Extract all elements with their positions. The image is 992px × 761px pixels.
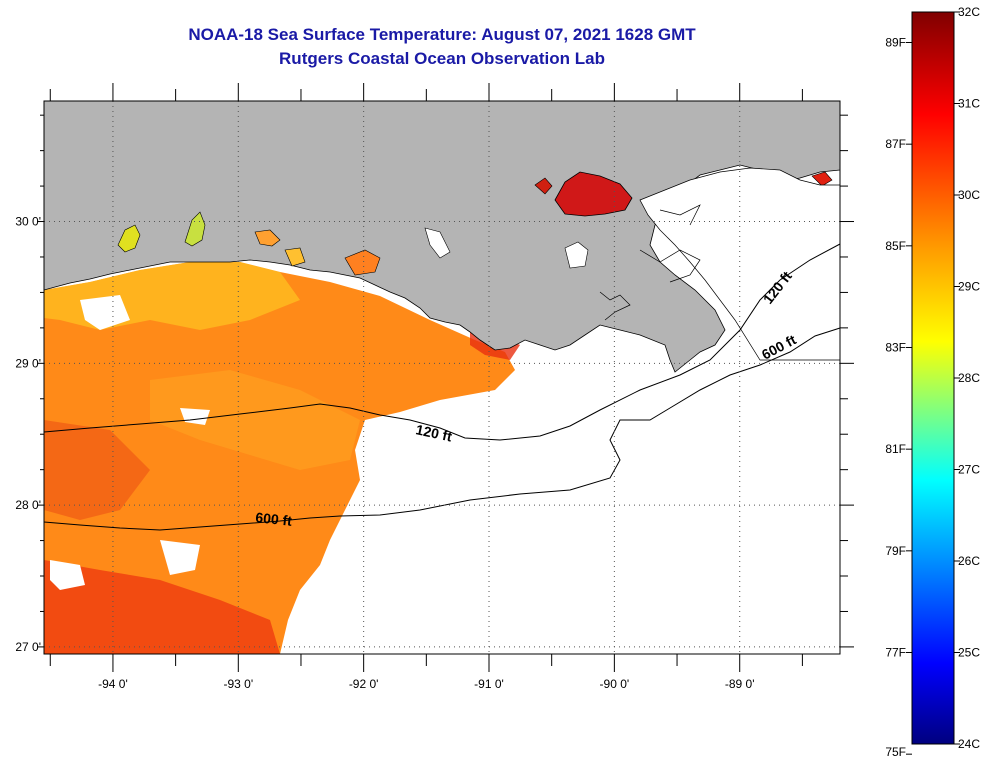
lat-label: 29 0': [15, 356, 41, 370]
cloud-gap: [80, 295, 130, 330]
colorbar-label-c: 28C: [958, 371, 980, 385]
lon-label: -91 0': [474, 677, 504, 691]
lake-inland-2: [254, 229, 281, 247]
cloud-gap: [180, 408, 210, 425]
delta-marsh-fringe: [599, 204, 701, 321]
contour-120ft: [43, 243, 841, 441]
axis-ticks: [37, 83, 854, 672]
contour-600ft: [43, 327, 841, 531]
graticule: [44, 101, 840, 654]
longitude-labels: -94 0' -93 0' -92 0' -91 0' -90 0' -89 0': [98, 677, 754, 691]
colorbar-label-f: 79F: [885, 544, 906, 558]
lon-label: -89 0': [725, 677, 755, 691]
lake-ms-coast: [811, 171, 833, 187]
chandeleur-sound: [639, 167, 840, 361]
colorbar-label-c: 29C: [958, 280, 980, 294]
sst-field-hot-south: [44, 560, 280, 654]
lake-inland-1: [184, 211, 206, 247]
colorbar-label-f: 89F: [885, 36, 906, 50]
colorbar-label-c: 27C: [958, 463, 980, 477]
colorbar-label-f: 75F: [885, 745, 906, 759]
colorbar-label-f: 81F: [885, 442, 906, 456]
lake-calcasieu: [117, 224, 141, 253]
lake-inland-3: [284, 247, 306, 267]
lat-label: 27 0': [15, 640, 41, 654]
colorbar-label-f: 83F: [885, 341, 906, 355]
latitude-labels: 30 0' 29 0' 28 0' 27 0': [15, 215, 41, 654]
lake-pontchartrain: [554, 171, 633, 217]
sst-field-hot-west: [44, 420, 150, 520]
colorbar: [911, 11, 955, 745]
lat-label: 30 0': [15, 215, 41, 229]
lake-inland-6: [564, 241, 589, 269]
sst-field-mid: [150, 370, 360, 470]
colorbar-label-c: 25C: [958, 646, 980, 660]
colorbar-label-c: 31C: [958, 97, 980, 111]
colorbar-fahrenheit-labels: 89F 87F 85F 83F 81F 79F 77F 75F: [885, 36, 912, 759]
lon-label: -94 0': [98, 677, 128, 691]
contour-label-600ft-west: 600 ft: [255, 509, 293, 529]
lat-label: 28 0': [15, 498, 41, 512]
lon-label: -93 0': [223, 677, 253, 691]
colorbar-label-c: 26C: [958, 554, 980, 568]
colorbar-label-f: 77F: [885, 646, 906, 660]
lon-label: -90 0': [600, 677, 630, 691]
colorbar-label-c: 24C: [958, 737, 980, 751]
map-title: NOAA-18 Sea Surface Temperature: August …: [188, 25, 696, 44]
colorbar-celsius-labels: 32C 31C 30C 29C 28C 27C 26C 25C 24C: [954, 5, 980, 751]
colorbar-label-c: 30C: [958, 188, 980, 202]
lake-inland-4: [344, 249, 381, 276]
colorbar-label-c: 32C: [958, 5, 980, 19]
cloud-gap: [160, 540, 200, 575]
lon-label: -92 0': [349, 677, 379, 691]
cloud-gap: [50, 560, 85, 590]
contour-label-120ft-west: 120 ft: [414, 421, 453, 444]
colorbar-label-f: 85F: [885, 239, 906, 253]
lake-inland-5: [424, 227, 451, 259]
lake-maurepas: [534, 177, 553, 195]
colorbar-label-f: 87F: [885, 137, 906, 151]
map-subtitle: Rutgers Coastal Ocean Observation Lab: [279, 49, 605, 68]
map-frame: [43, 100, 841, 655]
